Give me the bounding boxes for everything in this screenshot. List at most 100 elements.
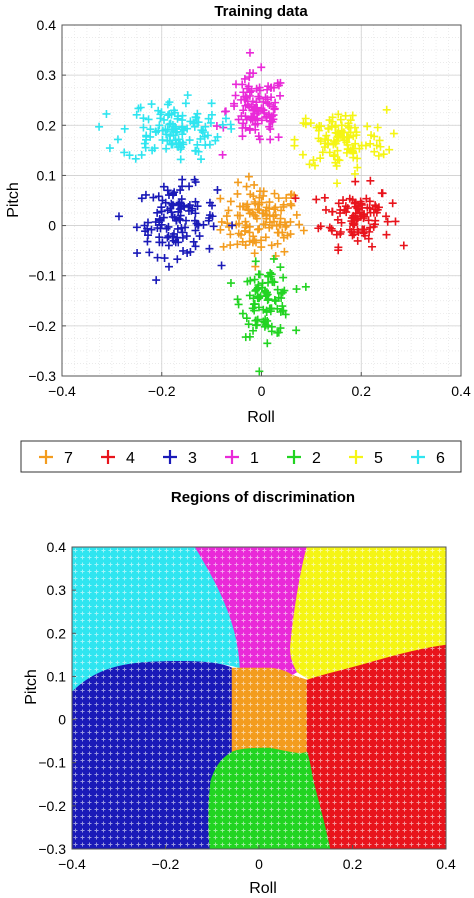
data-point xyxy=(207,99,216,108)
data-point xyxy=(291,194,300,203)
data-point xyxy=(255,135,264,144)
data-point xyxy=(164,191,173,200)
data-point xyxy=(152,276,161,285)
data-point xyxy=(267,327,276,336)
data-point xyxy=(228,221,237,230)
data-point xyxy=(243,84,252,93)
chart-title-training: Training data xyxy=(214,3,308,20)
data-point xyxy=(310,161,319,170)
data-point xyxy=(234,219,243,228)
data-point xyxy=(375,136,384,145)
data-point xyxy=(345,225,354,234)
data-point xyxy=(183,248,192,257)
data-point xyxy=(165,98,174,107)
data-point xyxy=(246,276,255,285)
data-point xyxy=(385,145,394,154)
data-point xyxy=(374,151,383,160)
data-point xyxy=(172,216,181,225)
data-point xyxy=(226,120,235,129)
legend-label: 7 xyxy=(64,450,73,467)
data-point xyxy=(232,80,241,89)
data-point xyxy=(249,105,258,114)
data-point xyxy=(363,203,372,212)
data-point xyxy=(341,111,350,120)
data-point xyxy=(113,135,122,144)
data-point xyxy=(237,95,246,104)
data-point xyxy=(161,198,170,207)
data-point xyxy=(164,241,173,250)
data-point xyxy=(269,111,278,120)
legend-box xyxy=(20,440,462,473)
data-point xyxy=(173,114,182,123)
data-point xyxy=(271,203,280,212)
data-point xyxy=(250,275,259,284)
data-point xyxy=(242,182,251,191)
data-point xyxy=(282,221,291,230)
data-point xyxy=(318,148,327,157)
data-point xyxy=(262,289,271,298)
data-point xyxy=(264,82,273,91)
data-point xyxy=(190,122,199,131)
data-point xyxy=(234,229,243,238)
data-point xyxy=(198,128,207,137)
data-point xyxy=(370,147,379,156)
x-tick-label: −0.2 xyxy=(152,856,180,872)
data-point xyxy=(324,139,333,148)
data-point xyxy=(245,209,254,218)
data-point xyxy=(353,163,362,172)
data-point xyxy=(249,326,258,335)
data-point xyxy=(287,190,296,199)
legend-marker xyxy=(411,450,425,464)
data-point xyxy=(345,123,354,132)
legend-marker xyxy=(39,450,53,464)
y-axis-label-training: Pitch xyxy=(5,182,22,218)
data-point xyxy=(372,141,381,150)
data-point xyxy=(216,194,225,203)
data-point xyxy=(212,122,221,131)
x-ticks-training: −0.4 −0.2 0 0.2 0.4 xyxy=(48,372,471,399)
data-point xyxy=(274,133,283,142)
legend-item-4: 4 xyxy=(101,450,135,467)
data-point xyxy=(171,128,180,137)
data-point xyxy=(341,202,350,211)
y-tick-label: −0.3 xyxy=(28,368,56,384)
y-tick-label: 0 xyxy=(58,712,66,728)
data-point xyxy=(244,320,253,329)
data-point xyxy=(254,303,263,312)
data-point xyxy=(276,263,285,272)
data-point xyxy=(376,142,385,151)
data-point xyxy=(167,199,176,208)
data-point xyxy=(170,188,179,197)
y-tick-label: 0.2 xyxy=(37,117,57,133)
data-point xyxy=(265,112,274,121)
data-point xyxy=(329,152,338,161)
legend-label: 1 xyxy=(250,450,259,467)
y-tick-label: 0.1 xyxy=(47,668,67,684)
y-tick-label: −0.1 xyxy=(38,755,66,771)
legend-marker xyxy=(287,450,301,464)
data-point xyxy=(276,324,285,333)
data-point xyxy=(309,156,318,165)
data-point xyxy=(226,197,235,206)
data-point xyxy=(368,242,377,251)
data-point xyxy=(263,339,272,348)
data-point xyxy=(279,202,288,211)
data-point xyxy=(206,118,215,127)
data-point xyxy=(282,194,291,203)
data-point xyxy=(298,150,307,159)
data-point xyxy=(314,134,323,143)
data-point xyxy=(262,203,271,212)
data-point xyxy=(162,144,171,153)
data-point xyxy=(253,205,262,214)
data-point xyxy=(250,104,259,113)
y-tick-label: 0.1 xyxy=(37,167,57,183)
data-point xyxy=(213,185,222,194)
data-point xyxy=(281,222,290,231)
data-point xyxy=(185,136,194,145)
y-tick-label: −0.3 xyxy=(38,841,66,857)
x-tick-label: 0.2 xyxy=(352,383,372,399)
data-point xyxy=(224,206,233,215)
data-point xyxy=(382,212,391,221)
data-point xyxy=(165,109,174,118)
